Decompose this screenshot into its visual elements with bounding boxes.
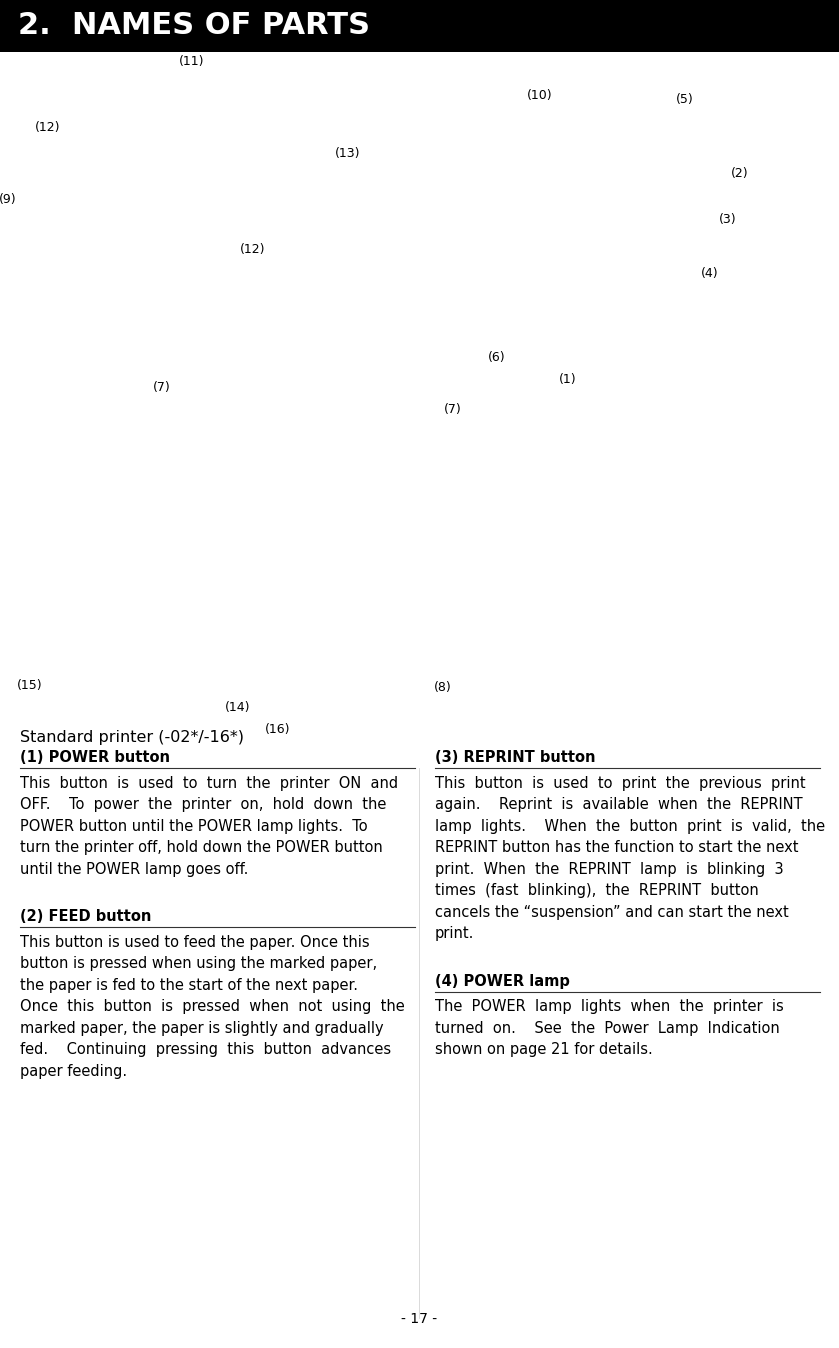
Text: turned  on.    See  the  Power  Lamp  Indication: turned on. See the Power Lamp Indication	[435, 1020, 779, 1035]
Text: (10): (10)	[527, 89, 553, 102]
Text: (3) REPRINT button: (3) REPRINT button	[435, 749, 596, 766]
Text: print.  When  the  REPRINT  lamp  is  blinking  3: print. When the REPRINT lamp is blinking…	[435, 861, 784, 876]
Text: - 17 -: - 17 -	[401, 1312, 437, 1326]
Text: (12): (12)	[35, 121, 60, 135]
Text: lamp  lights.    When  the  button  print  is  valid,  the: lamp lights. When the button print is va…	[435, 818, 825, 834]
Text: (1): (1)	[559, 373, 577, 387]
Text: (9): (9)	[0, 194, 17, 206]
Bar	[430, 423, 830, 733]
Text: Standard printer (-02*/-16*): Standard printer (-02*/-16*)	[20, 731, 244, 745]
Text: (11): (11)	[180, 55, 205, 69]
Text: the paper is fed to the start of the next paper.: the paper is fed to the start of the nex…	[20, 977, 358, 993]
Bar	[8, 67, 408, 418]
Text: Once  this  button  is  pressed  when  not  using  the: Once this button is pressed when not usi…	[20, 999, 404, 1015]
Text: (15): (15)	[17, 679, 43, 693]
Text: until the POWER lamp goes off.: until the POWER lamp goes off.	[20, 861, 248, 876]
Text: (16): (16)	[265, 724, 291, 736]
Text: This  button  is  used  to  turn  the  printer  ON  and: This button is used to turn the printer …	[20, 776, 399, 791]
Text: marked paper, the paper is slightly and gradually: marked paper, the paper is slightly and …	[20, 1020, 383, 1035]
Text: paper feeding.: paper feeding.	[20, 1064, 128, 1078]
Text: POWER button until the POWER lamp lights.  To: POWER button until the POWER lamp lights…	[20, 818, 367, 834]
Text: (14): (14)	[225, 701, 251, 714]
Text: (7): (7)	[154, 381, 171, 395]
Bar	[8, 423, 408, 733]
Text: (4) POWER lamp: (4) POWER lamp	[435, 973, 570, 988]
Text: (8): (8)	[434, 682, 452, 694]
Text: button is pressed when using the marked paper,: button is pressed when using the marked …	[20, 956, 377, 972]
Bar	[0, 0, 839, 53]
Text: (5): (5)	[676, 93, 694, 106]
Bar	[430, 67, 830, 418]
Text: turn the printer off, hold down the POWER button: turn the printer off, hold down the POWE…	[20, 840, 383, 855]
Text: times  (fast  blinking),  the  REPRINT  button: times (fast blinking), the REPRINT butto…	[435, 883, 758, 898]
Text: OFF.    To  power  the  printer  on,  hold  down  the: OFF. To power the printer on, hold down …	[20, 797, 387, 813]
Text: (2): (2)	[731, 167, 749, 179]
Text: again.    Reprint  is  available  when  the  REPRINT: again. Reprint is available when the REP…	[435, 797, 803, 813]
Text: (2) FEED button: (2) FEED button	[20, 909, 151, 925]
Text: The  POWER  lamp  lights  when  the  printer  is: The POWER lamp lights when the printer i…	[435, 999, 784, 1015]
Text: (1) POWER button: (1) POWER button	[20, 749, 170, 766]
Text: fed.    Continuing  pressing  this  button  advances: fed. Continuing pressing this button adv…	[20, 1042, 391, 1057]
Text: (3): (3)	[719, 213, 737, 226]
Text: 2.  NAMES OF PARTS: 2. NAMES OF PARTS	[18, 12, 370, 40]
Text: This  button  is  used  to  print  the  previous  print: This button is used to print the previou…	[435, 776, 805, 791]
Text: (12): (12)	[240, 244, 266, 256]
Text: This button is used to feed the paper. Once this: This button is used to feed the paper. O…	[20, 936, 370, 950]
Text: shown on page 21 for details.: shown on page 21 for details.	[435, 1042, 653, 1057]
Text: REPRINT button has the function to start the next: REPRINT button has the function to start…	[435, 840, 799, 855]
Text: print.: print.	[435, 926, 474, 941]
Text: (6): (6)	[488, 352, 506, 364]
Text: (7): (7)	[444, 403, 462, 417]
Text: (4): (4)	[701, 267, 719, 279]
Text: cancels the “suspension” and can start the next: cancels the “suspension” and can start t…	[435, 905, 789, 919]
Text: (13): (13)	[336, 147, 361, 159]
